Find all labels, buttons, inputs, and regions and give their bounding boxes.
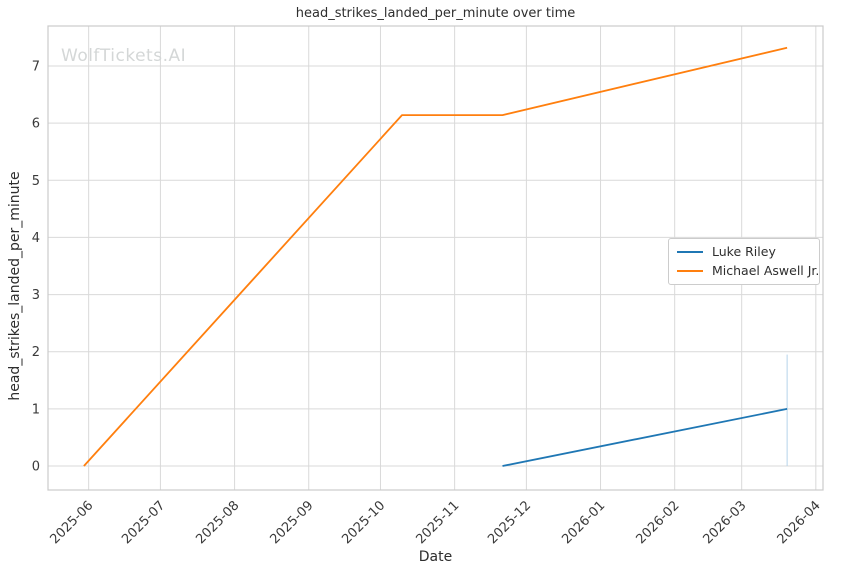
x-tick-label: 2025-06: [47, 498, 96, 547]
chart-title: head_strikes_landed_per_minute over time: [295, 6, 576, 21]
y-tick-label: 4: [32, 231, 40, 246]
y-tick-label: 1: [32, 402, 40, 417]
y-tick-label: 7: [32, 60, 40, 75]
legend-entry-michael-aswell-jr: Michael Aswell Jr.: [677, 261, 819, 280]
y-tick-label: 0: [32, 460, 40, 475]
x-tick-label: 2025-09: [268, 498, 317, 547]
x-tick-label: 2025-07: [119, 498, 168, 547]
x-tick-label: 2026-03: [700, 498, 749, 547]
series-line-luke-riley: [502, 408, 788, 467]
y-tick-label: 6: [32, 117, 40, 132]
legend-swatch-luke-riley: [677, 250, 703, 253]
watermark: WolfTickets.AI: [61, 46, 187, 66]
x-tick-label: 2026-02: [634, 498, 683, 547]
legend-label-luke-riley: Luke Riley: [712, 244, 776, 259]
x-tick-label: 2026-04: [775, 498, 824, 547]
x-tick-label: 2026-01: [559, 498, 608, 547]
x-tick-label: 2025-12: [485, 498, 534, 547]
legend-entry-luke-riley: Luke Riley: [677, 242, 811, 261]
x-axis-label: Date: [418, 549, 453, 565]
y-tick-label: 5: [32, 174, 40, 189]
x-tick-label: 2025-10: [339, 498, 388, 547]
x-tick-label: 2025-08: [193, 498, 242, 547]
legend-swatch-michael-aswell-jr: [677, 269, 703, 272]
y-tick-label: 3: [32, 288, 40, 303]
y-tick-label: 2: [32, 345, 40, 360]
plot-border: [47, 25, 824, 491]
legend-label-michael-aswell-jr: Michael Aswell Jr.: [712, 263, 820, 278]
y-axis-label: head_strikes_landed_per_minute: [7, 171, 23, 401]
x-tick-label: 2025-11: [413, 498, 462, 547]
legend: Luke Riley Michael Aswell Jr.: [668, 238, 820, 285]
series-line-michael-aswell-jr: [83, 46, 788, 467]
